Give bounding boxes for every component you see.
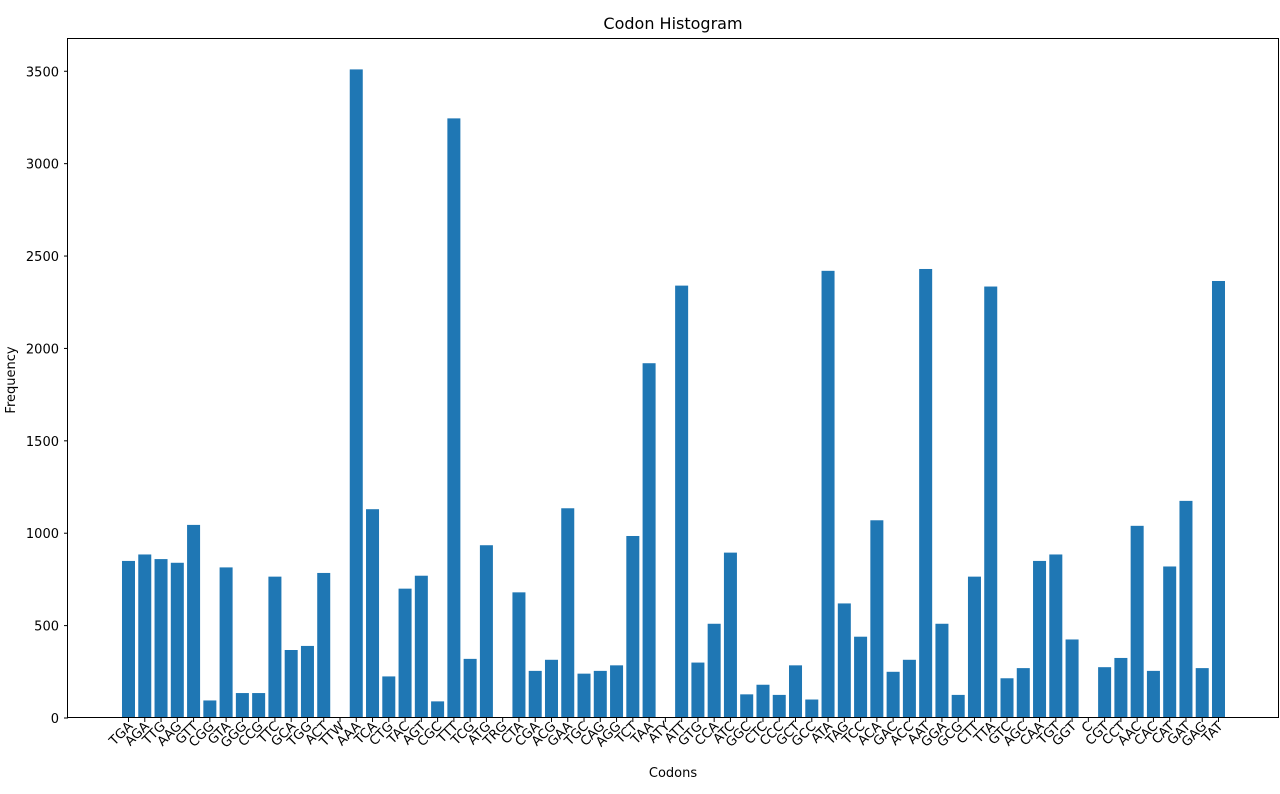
- bar-aac: [1130, 525, 1144, 718]
- y-axis: 0 500 1000 1500 2000 2500 3000 3500: [26, 65, 68, 727]
- bar-gga: [935, 623, 949, 718]
- bar-tga: [121, 560, 135, 718]
- bar-aaa: [349, 69, 363, 718]
- bar-tct: [626, 535, 640, 718]
- bar-cga: [528, 670, 542, 718]
- bar-caa: [1033, 560, 1047, 718]
- bar-aat: [919, 268, 933, 718]
- bar-acg: [544, 659, 558, 718]
- bar-att: [675, 285, 689, 718]
- y-tick-label: 2000: [26, 342, 59, 357]
- bar-tat: [1211, 280, 1225, 718]
- y-tick-label: 3500: [26, 65, 59, 80]
- y-tick-label: 3000: [26, 158, 59, 173]
- bar-agg: [610, 665, 624, 718]
- bar-tta: [984, 286, 998, 718]
- bar-cgg: [203, 700, 217, 718]
- bar-ttc: [268, 576, 282, 718]
- bar-ggc: [740, 694, 754, 718]
- bar-gcc: [805, 699, 819, 718]
- y-tick-label: 1000: [26, 527, 59, 542]
- bar-agt: [414, 575, 428, 718]
- bar-cct: [1114, 657, 1128, 718]
- bar-cag: [593, 670, 607, 718]
- bar-atc: [723, 552, 737, 718]
- bar-cat: [1163, 566, 1177, 718]
- bar-ggt: [1065, 639, 1079, 718]
- bar-tgg: [300, 645, 314, 718]
- bar-gca: [284, 650, 298, 718]
- bar-ctg: [382, 676, 396, 718]
- bar-tgc: [577, 673, 591, 718]
- bar-gac: [886, 671, 900, 718]
- bar-gct: [789, 665, 803, 718]
- bar-ata: [821, 270, 835, 718]
- y-axis-label: Frequency: [4, 346, 19, 413]
- chart-title: Codon Histogram: [603, 14, 742, 33]
- y-tick-label: 2500: [26, 250, 59, 265]
- bar-gaa: [561, 508, 575, 718]
- bar-tag: [837, 603, 851, 718]
- bar-aca: [870, 520, 884, 718]
- bar-gtt: [187, 524, 201, 718]
- x-axis: TGAAGATTGAAGGTTCGGGTAGGGCCGTTCGCATGGACTT…: [106, 718, 1226, 751]
- bar-cac: [1146, 670, 1160, 718]
- bar-tcc: [854, 636, 868, 718]
- bar-cgt: [1098, 667, 1112, 718]
- bar-acc: [902, 659, 916, 718]
- bar-gtg: [691, 662, 705, 718]
- bar-tgt: [1049, 554, 1063, 718]
- bar-taa: [642, 363, 656, 718]
- bar-ccc: [772, 694, 786, 718]
- bar-agc: [1016, 668, 1030, 718]
- bar-act: [317, 572, 331, 718]
- bar-gta: [219, 567, 233, 718]
- plot-frame: [67, 38, 1279, 718]
- bar-ctc: [756, 684, 770, 718]
- bar-ctt: [967, 576, 981, 718]
- bar-gag: [1195, 668, 1209, 718]
- bar-cca: [707, 623, 721, 718]
- bar-ggg: [235, 693, 249, 718]
- x-axis-label: Codons: [649, 766, 697, 781]
- bar-ttg: [154, 559, 168, 718]
- bars-group: [121, 69, 1225, 718]
- bar-gtc: [1000, 678, 1014, 718]
- bar-tca: [366, 509, 380, 718]
- bar-ccg: [252, 693, 266, 718]
- bar-cta: [512, 592, 526, 718]
- bar-ttt: [447, 118, 461, 718]
- bar-tcg: [463, 658, 477, 718]
- bar-tac: [398, 588, 412, 718]
- bar-aga: [138, 554, 152, 718]
- bar-cgc: [431, 701, 445, 718]
- bar-atg: [479, 545, 493, 718]
- bar-aag: [170, 562, 184, 718]
- y-tick-label: 1500: [26, 435, 59, 450]
- y-tick-label: 0: [51, 712, 59, 727]
- bar-gcg: [951, 694, 965, 718]
- y-tick-label: 500: [34, 620, 59, 635]
- bar-gat: [1179, 500, 1193, 718]
